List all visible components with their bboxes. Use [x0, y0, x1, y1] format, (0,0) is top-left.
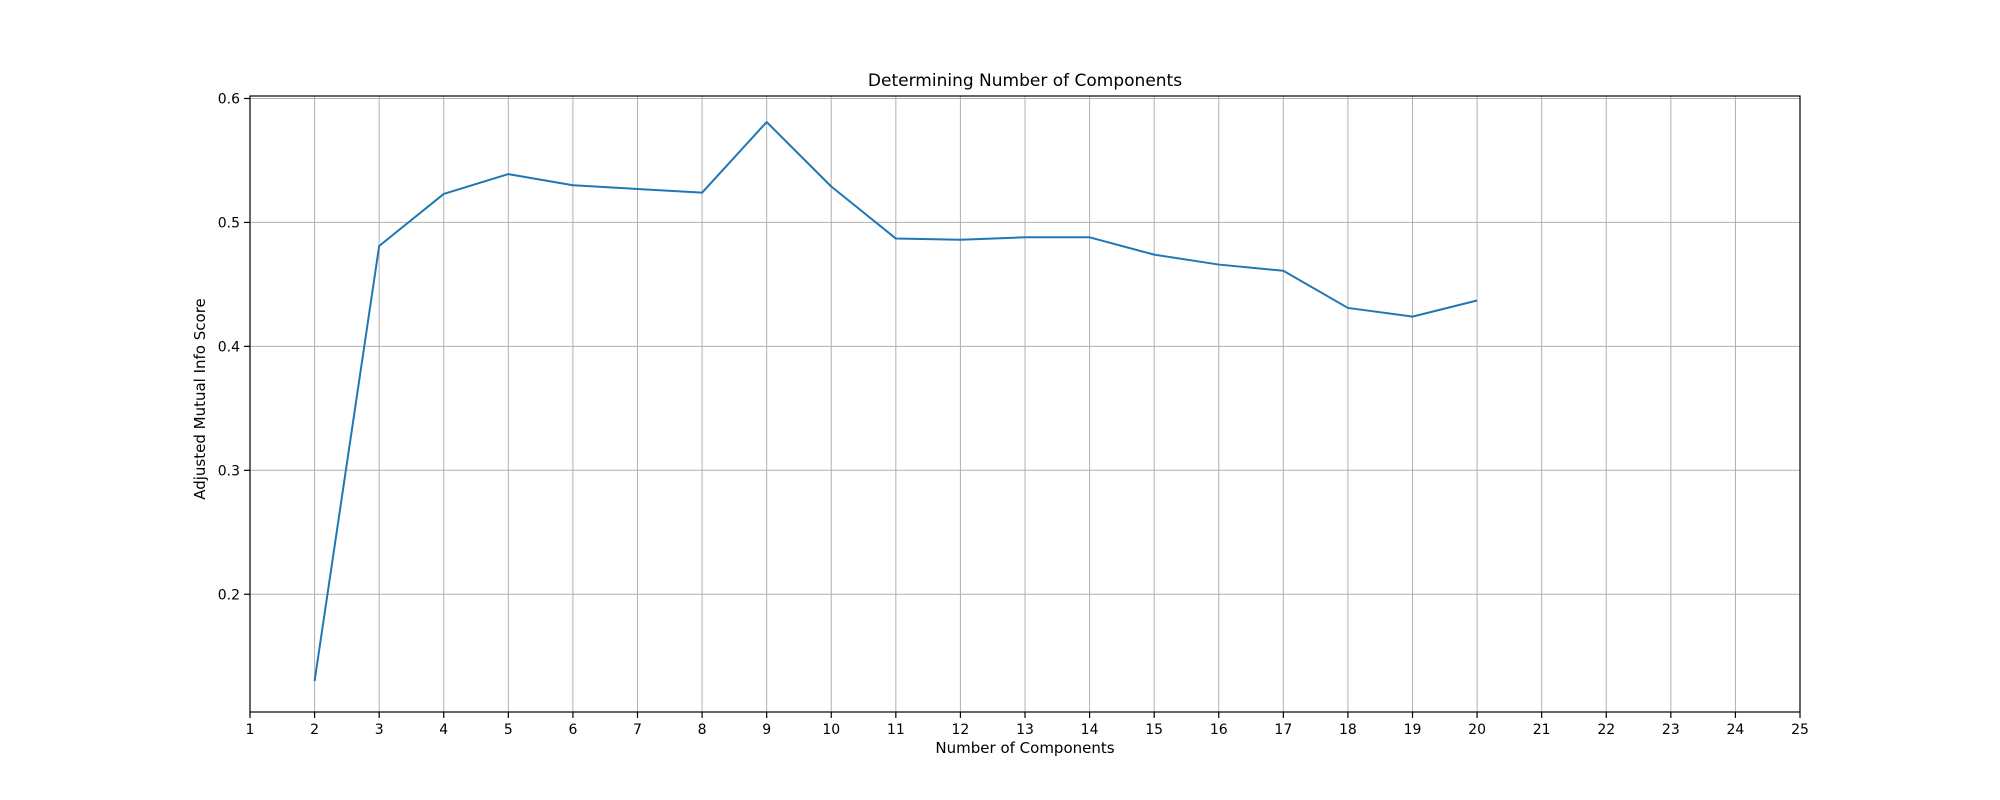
x-tick-label: 18 — [1339, 722, 1357, 738]
x-tick-label: 7 — [633, 722, 642, 738]
x-tick-label: 14 — [1081, 722, 1099, 738]
x-tick-label: 23 — [1662, 722, 1680, 738]
x-tick-label: 9 — [762, 722, 771, 738]
chart-title: Determining Number of Components — [868, 71, 1182, 91]
x-tick-label: 11 — [887, 722, 905, 738]
y-tick-label: 0.4 — [218, 339, 240, 355]
y-axis-title: Adjusted Mutual Info Score — [191, 298, 209, 500]
x-tick-label: 4 — [439, 722, 448, 738]
x-tick-label: 2 — [310, 722, 319, 738]
x-tick-label: 10 — [822, 722, 840, 738]
x-tick-label: 16 — [1210, 722, 1228, 738]
x-tick-label: 24 — [1727, 722, 1745, 738]
x-tick-label: 19 — [1404, 722, 1422, 738]
y-tick-label: 0.2 — [218, 587, 240, 603]
x-tick-label: 13 — [1016, 722, 1034, 738]
x-tick-label: 5 — [504, 722, 513, 738]
x-tick-label: 1 — [246, 722, 255, 738]
x-tick-label: 21 — [1533, 722, 1551, 738]
x-tick-label: 22 — [1597, 722, 1615, 738]
x-tick-label: 20 — [1468, 722, 1486, 738]
x-tick-label: 25 — [1791, 722, 1809, 738]
y-tick-label: 0.6 — [218, 91, 240, 107]
series-layer — [313, 121, 1478, 682]
x-tick-label: 15 — [1145, 722, 1163, 738]
y-tick-label: 0.3 — [218, 463, 240, 479]
x-tick-label: 3 — [375, 722, 384, 738]
y-tick-label: 0.5 — [218, 215, 240, 231]
x-tick-label: 6 — [568, 722, 577, 738]
x-tick-label: 17 — [1274, 722, 1292, 738]
x-tick-label: 8 — [698, 722, 707, 738]
x-tick-label: 12 — [952, 722, 970, 738]
ticks: 1 2 3 4 5 6 7 8 9 10 11 12 13 14 15 16 17 18 19 20 21 22 23 24 2… — [218, 91, 1809, 738]
x-axis-title: Number of Components — [935, 739, 1114, 757]
